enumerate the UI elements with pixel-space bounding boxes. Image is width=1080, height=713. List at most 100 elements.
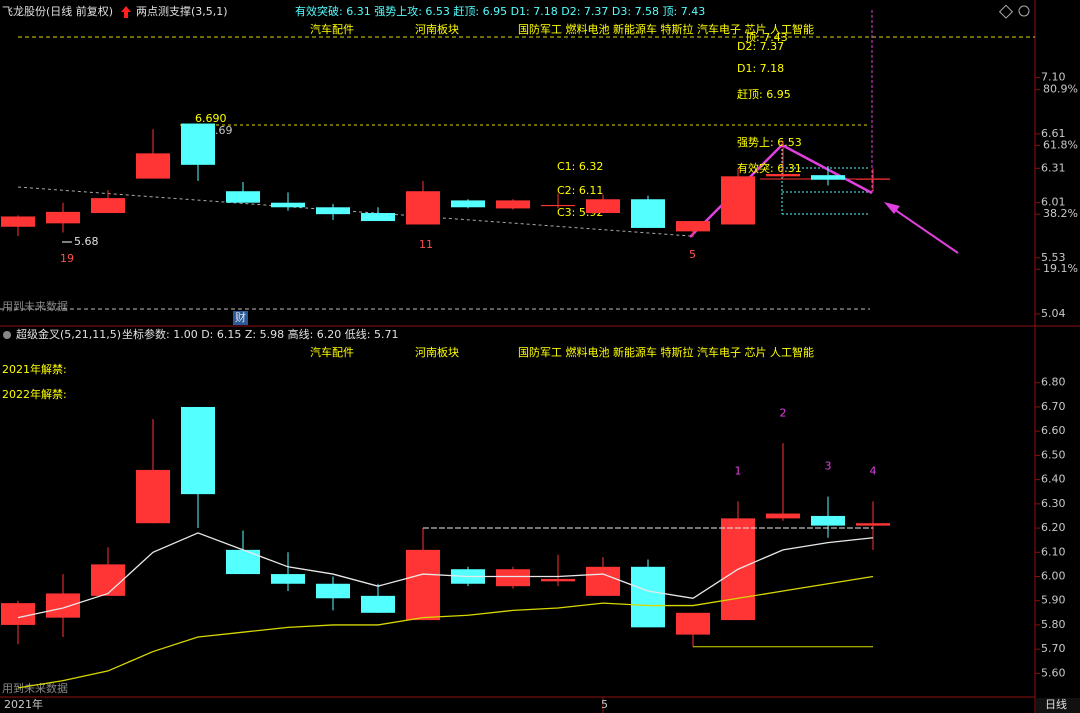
- badge[interactable]: [233, 311, 248, 325]
- y-tick-label: 6.70: [1041, 400, 1066, 413]
- fib-tick-label: 80.9%: [1043, 83, 1078, 96]
- candle-body: [226, 191, 260, 203]
- annotation: 5.68: [74, 235, 99, 248]
- y-tick-label: 5.04: [1041, 307, 1066, 320]
- tag: 河南板块: [415, 345, 459, 359]
- candle-body: [811, 515, 845, 526]
- ma-line: [17, 532, 874, 619]
- candle-body: [181, 406, 215, 495]
- candle-body: [271, 574, 305, 584]
- y-tick-label: 6.80: [1041, 376, 1066, 389]
- candle-body: [91, 564, 125, 596]
- y-tick-label: 6.40: [1041, 473, 1066, 486]
- candle-body: [271, 202, 305, 208]
- candle-body: [181, 123, 215, 165]
- trend-line: [17, 186, 691, 237]
- annotation: 赶顶: 6.95: [737, 87, 791, 101]
- y-tick-label: 6.31: [1041, 161, 1066, 174]
- candle-body: [721, 176, 755, 225]
- annotation: 强势上: 6.53: [737, 136, 802, 149]
- levels: 有效突破: 6.31 强势上攻: 6.53 赶顶: 6.95 D1: 7.18 …: [295, 4, 705, 18]
- y-tick-label: 5.80: [1041, 618, 1066, 631]
- badge-text[interactable]: 财: [235, 310, 246, 324]
- x-label: 5: [601, 698, 608, 711]
- candle-body: [676, 221, 710, 232]
- annotation: D1: 7.18: [737, 62, 784, 75]
- annotation: 11: [419, 238, 433, 251]
- candle-body: [1, 216, 35, 227]
- candle-body: [631, 199, 665, 228]
- y-tick-label: 6.60: [1041, 424, 1066, 437]
- annotation: 有效突: 6.31: [737, 161, 802, 175]
- y-tick-label: 6.20: [1041, 521, 1066, 534]
- candle-body: [631, 566, 665, 628]
- candle-body: [406, 191, 440, 225]
- annotation: 6.690: [195, 112, 227, 125]
- fib-tick-label: 38.2%: [1043, 207, 1078, 220]
- candle-body: [856, 178, 890, 180]
- note: 2021年解禁:: [2, 362, 67, 376]
- candle-body: [811, 175, 845, 180]
- candle-body: [361, 213, 395, 222]
- candle-body: [676, 612, 710, 635]
- signal-label: 2: [780, 406, 787, 419]
- candle-body: [361, 595, 395, 613]
- signal-label: 3: [825, 460, 832, 473]
- annotation: 19: [60, 252, 74, 265]
- tag: 汽车配件: [310, 345, 354, 359]
- candle-body: [541, 204, 575, 207]
- candle-body: [496, 200, 530, 209]
- indicator-title: 超级金叉(5,21,11,5): [16, 327, 121, 341]
- candle-body: [46, 211, 80, 224]
- arrow-head: [884, 202, 900, 214]
- candle-body: [856, 523, 890, 526]
- note: 用到未来数据: [2, 681, 68, 695]
- candle-body: [136, 153, 170, 179]
- candle-body: [586, 199, 620, 214]
- y-tick-label: 6.00: [1041, 569, 1066, 582]
- annotation: C1: 6.32: [557, 160, 603, 173]
- note: 用到未来数据: [2, 299, 68, 313]
- candle-body: [136, 469, 170, 524]
- note: 2022年解禁:: [2, 387, 67, 401]
- candle-body: [541, 578, 575, 582]
- x-label: 2021年: [4, 697, 43, 711]
- period-button[interactable]: [1036, 698, 1080, 713]
- candle-body: [46, 593, 80, 618]
- close-icon[interactable]: [1018, 5, 1030, 17]
- tag: 汽车配件: [310, 22, 354, 36]
- fib-tick-label: 61.8%: [1043, 138, 1078, 151]
- candle-body: [496, 569, 530, 587]
- y-tick-label: 7.10: [1041, 71, 1066, 84]
- candle-body: [316, 207, 350, 215]
- y-tick-label: 6.50: [1041, 448, 1066, 461]
- signal-label: 4: [870, 464, 877, 477]
- candle-body: [1, 603, 35, 625]
- ma-line: [17, 575, 874, 689]
- y-tick-label: 6.01: [1041, 196, 1066, 209]
- signal-label: 1: [735, 464, 742, 477]
- indicator-name: 两点测支撑(3,5,1): [136, 4, 228, 18]
- candle-body: [451, 200, 485, 208]
- stock-name: 飞龙股份(日线 前复权): [2, 4, 113, 18]
- fib-tick-label: 19.1%: [1043, 262, 1078, 275]
- y-tick-label: 6.61: [1041, 127, 1066, 140]
- candle-body: [91, 198, 125, 214]
- annotation: D2: 7.37: [737, 40, 784, 53]
- annotation: 5: [689, 248, 696, 261]
- candle-body: [586, 566, 620, 596]
- candle-body: [406, 549, 440, 621]
- icon[interactable]: [998, 4, 1014, 19]
- y-tick-label: 5.70: [1041, 642, 1066, 655]
- period-label[interactable]: 日线: [1045, 697, 1067, 711]
- candle-body: [766, 174, 800, 177]
- wave-line: [689, 143, 873, 238]
- candle-body: [766, 513, 800, 519]
- candle-body: [316, 583, 350, 599]
- panel-icon[interactable]: [3, 331, 11, 339]
- y-tick-label: 6.30: [1041, 497, 1066, 510]
- y-tick-label: 5.53: [1041, 251, 1066, 264]
- annotation: 顶: 7.43: [745, 31, 788, 44]
- annotation: C2: 6.11: [557, 184, 603, 197]
